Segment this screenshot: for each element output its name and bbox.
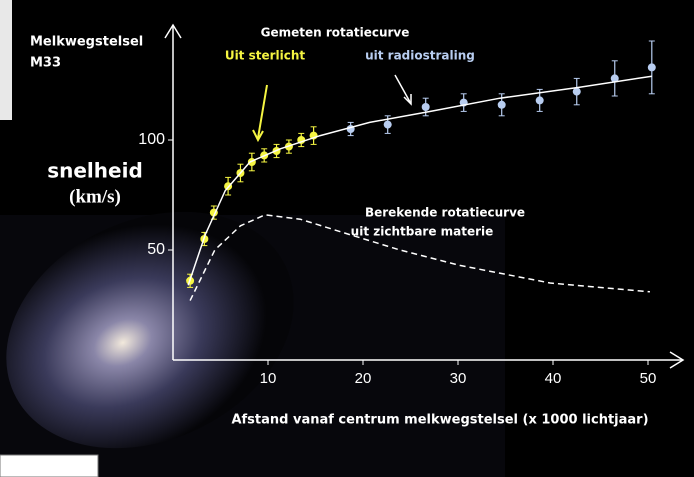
data-point bbox=[384, 121, 392, 129]
y-label: snelheid bbox=[47, 159, 143, 183]
chart-subtitle: M33 bbox=[30, 56, 61, 71]
chart-title: Melkwegstelsel bbox=[30, 35, 143, 50]
data-point bbox=[498, 101, 506, 109]
x-tick-label: 20 bbox=[355, 370, 372, 387]
chart: Melkwegstelsel M33 snelheid (km/s) Afsta… bbox=[0, 0, 694, 477]
y-tick-label: 100 bbox=[138, 131, 165, 148]
data-point bbox=[422, 103, 430, 111]
annotation: uit zichtbare materie bbox=[351, 225, 494, 239]
series-label: Uit sterlicht bbox=[225, 49, 306, 63]
x-tick-label: 50 bbox=[640, 370, 657, 387]
data-point bbox=[573, 88, 581, 96]
annotation: Gemeten rotatiecurve bbox=[261, 26, 410, 40]
x-tick-label: 10 bbox=[260, 370, 277, 387]
x-tick-label: 30 bbox=[450, 370, 467, 387]
annotation: Berekende rotatiecurve bbox=[365, 206, 525, 220]
edge-artifact bbox=[0, 0, 12, 120]
data-point bbox=[536, 96, 544, 104]
data-point bbox=[648, 63, 656, 71]
x-tick-label: 40 bbox=[545, 370, 562, 387]
series-label: uit radiostraling bbox=[365, 49, 475, 63]
y-tick-label: 50 bbox=[147, 241, 165, 258]
caption-box bbox=[0, 455, 98, 477]
y-label: (km/s) bbox=[69, 186, 121, 207]
x-label: Afstand vanaf centrum melkwegstelsel (x … bbox=[231, 413, 648, 428]
page: Melkwegstelsel M33 snelheid (km/s) Afsta… bbox=[0, 0, 694, 477]
